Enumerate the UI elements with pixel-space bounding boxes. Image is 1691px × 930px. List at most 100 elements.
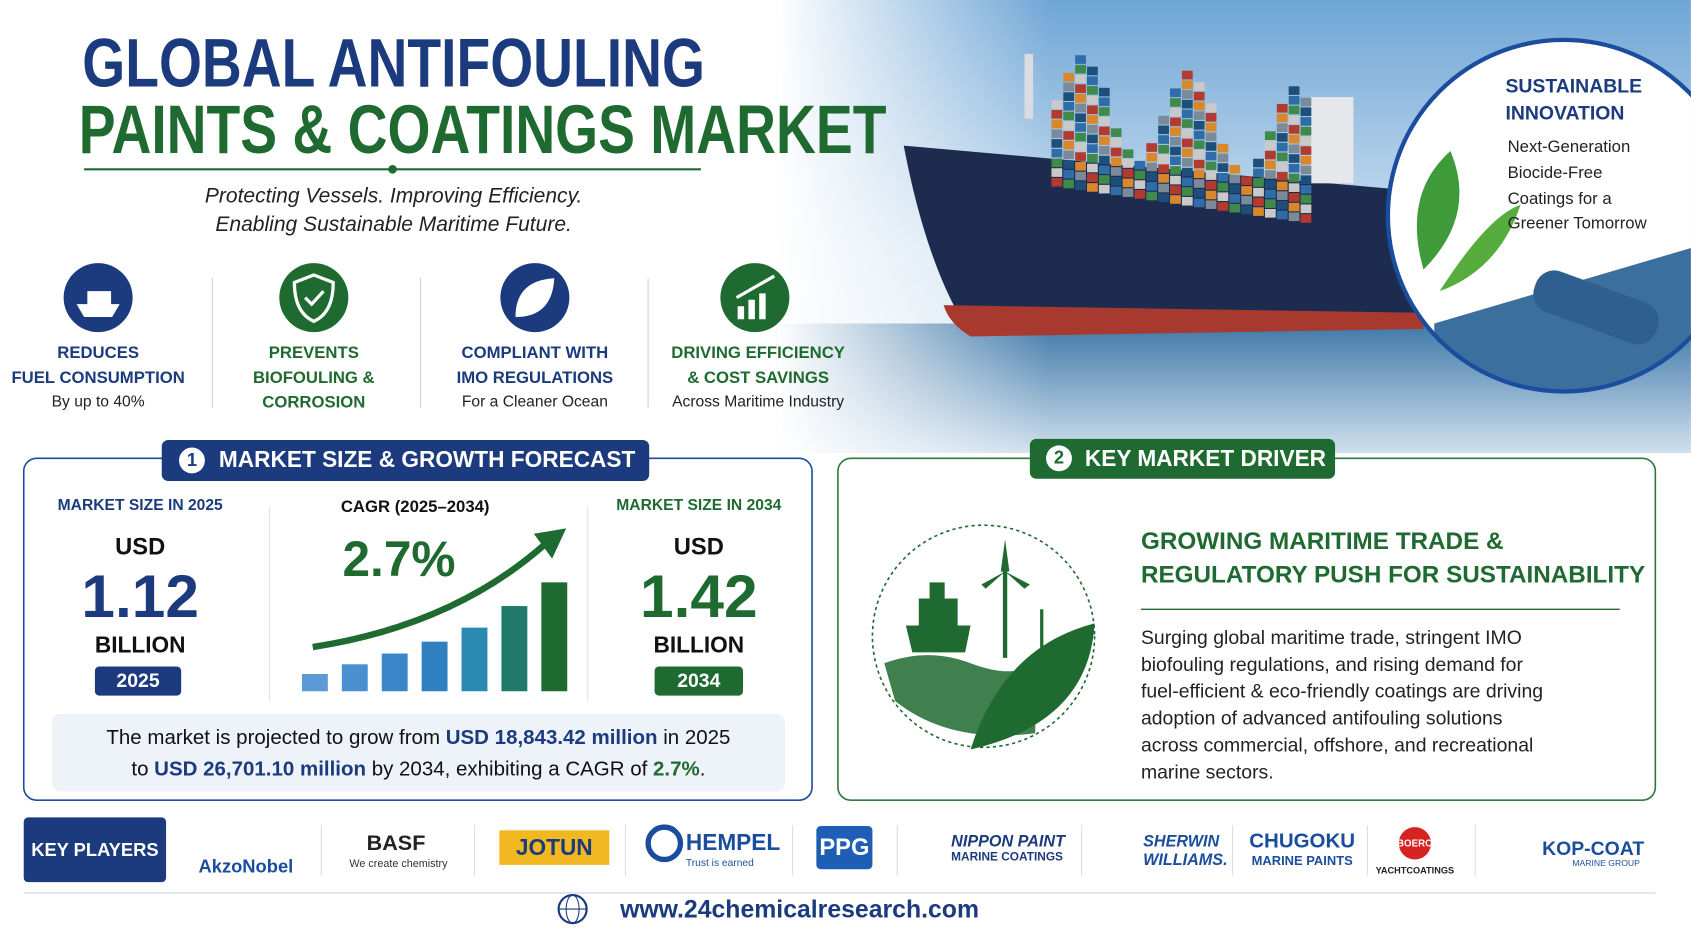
- benefit-title: BIOFOULING &: [252, 368, 375, 388]
- logo-tagline: We create chemistry: [349, 858, 448, 871]
- benefit-title: IMO REGULATIONS: [456, 368, 614, 388]
- container: [1181, 70, 1193, 80]
- summary-text: to: [131, 758, 155, 781]
- container: [1122, 178, 1134, 188]
- container: [1098, 175, 1110, 184]
- container: [1217, 192, 1229, 202]
- container: [1075, 55, 1086, 64]
- container: [1300, 117, 1312, 126]
- container: [1110, 138, 1122, 147]
- container: [1288, 202, 1300, 212]
- unit: BILLION: [94, 633, 186, 658]
- container: [1134, 180, 1146, 189]
- container: [1205, 180, 1217, 190]
- container: [1122, 149, 1134, 159]
- container: [1264, 160, 1276, 170]
- container: [1158, 183, 1169, 193]
- section-number: 2: [1053, 447, 1065, 469]
- container: [1075, 142, 1086, 152]
- logo-name: AkzoNobel: [198, 856, 294, 877]
- container: [1205, 103, 1217, 112]
- container: [1146, 143, 1158, 152]
- container: [1276, 133, 1288, 142]
- container: [1181, 148, 1193, 158]
- container: [1170, 127, 1181, 136]
- container: [1205, 142, 1217, 151]
- container: [1300, 136, 1312, 146]
- logo-name: PPG: [819, 833, 870, 861]
- summary-text: .: [699, 758, 706, 781]
- container: [1170, 107, 1181, 117]
- container: [1158, 115, 1169, 125]
- logo-tagline: YACHTCOATINGS: [1375, 864, 1455, 876]
- container: [1253, 197, 1264, 207]
- container: [1264, 208, 1276, 218]
- logo-name: JOTUN: [515, 835, 593, 861]
- container: [1229, 203, 1241, 213]
- container: [1229, 184, 1241, 194]
- container: [1193, 120, 1205, 130]
- container: [1205, 151, 1217, 161]
- summary-line: The market is projected to grow from USD…: [52, 728, 785, 748]
- benefit-note: By up to 40%: [51, 393, 145, 411]
- container: [1051, 109, 1063, 119]
- container: [1181, 138, 1193, 148]
- driver-subtitle: GROWING MARITIME TRADE &: [1140, 527, 1504, 555]
- container: [1288, 163, 1300, 173]
- logo-tagline: Trust is earned: [685, 857, 754, 870]
- cagr-value: 2.7%: [342, 530, 456, 587]
- currency: USD: [115, 532, 166, 560]
- benefit-icons: [63, 263, 790, 408]
- container: [1098, 155, 1110, 165]
- section-heading: KEY MARKET DRIVER: [1084, 446, 1327, 472]
- logo-separators: [320, 824, 1476, 876]
- summary-highlight: USD 18,843.42 million: [445, 726, 658, 750]
- container: [1181, 109, 1193, 119]
- container: [1288, 154, 1300, 163]
- driver-text: adoption of advanced antifouling solutio…: [1140, 707, 1503, 729]
- container: [1122, 159, 1134, 168]
- container: [1264, 179, 1276, 189]
- driver-emblem: [871, 524, 1096, 750]
- container: [1264, 189, 1276, 199]
- container: [1241, 186, 1253, 195]
- benefit-note: For a Cleaner Ocean: [461, 393, 608, 411]
- container: [1170, 166, 1181, 175]
- container: [1300, 146, 1312, 155]
- container: [1205, 190, 1217, 200]
- container: [1170, 156, 1181, 165]
- benefit-title: CORROSION: [262, 393, 366, 412]
- container: [1098, 97, 1110, 107]
- logo-name: SHERWIN: [1143, 832, 1220, 851]
- logo-name: KOP-COAT: [1542, 837, 1645, 860]
- container: [1075, 103, 1086, 113]
- container: [1205, 200, 1217, 209]
- container: [1288, 173, 1300, 183]
- container: [1158, 135, 1169, 144]
- summary-text: by 2034, exhibiting a CAGR of: [365, 758, 654, 781]
- container: [1098, 165, 1110, 175]
- container: [1288, 134, 1300, 144]
- container: [1075, 171, 1086, 181]
- container: [1300, 97, 1312, 107]
- container: [1051, 148, 1063, 158]
- container: [1110, 186, 1122, 196]
- container: [1300, 214, 1312, 223]
- container: [1134, 190, 1146, 199]
- container: [1276, 142, 1288, 152]
- container: [1276, 103, 1288, 113]
- container: [1193, 130, 1205, 140]
- container: [1193, 159, 1205, 169]
- website-url: www.24chemicalresearch.com: [620, 895, 980, 924]
- container: [1087, 105, 1098, 115]
- container: [1205, 171, 1217, 180]
- logo-name: WILLIAMS.: [1143, 850, 1228, 870]
- container: [1193, 169, 1205, 179]
- container: [1087, 86, 1098, 95]
- container: [1087, 183, 1098, 192]
- cagr-label: CAGR (2025–2034): [340, 498, 490, 517]
- container: [1098, 116, 1110, 126]
- container: [1276, 171, 1288, 181]
- container: [1241, 205, 1253, 215]
- container: [1087, 173, 1098, 183]
